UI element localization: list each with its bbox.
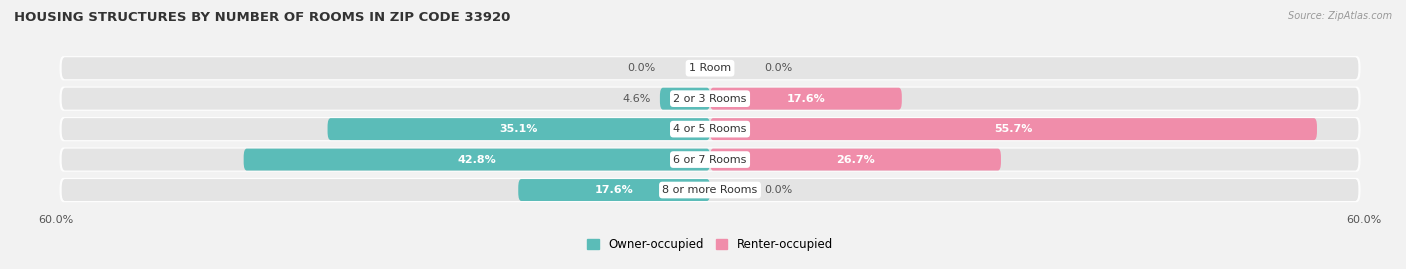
FancyBboxPatch shape: [710, 118, 1317, 140]
FancyBboxPatch shape: [59, 147, 1361, 172]
FancyBboxPatch shape: [243, 148, 710, 171]
FancyBboxPatch shape: [710, 148, 1001, 171]
Text: 42.8%: 42.8%: [457, 155, 496, 165]
FancyBboxPatch shape: [519, 179, 710, 201]
FancyBboxPatch shape: [659, 88, 710, 110]
FancyBboxPatch shape: [710, 88, 901, 110]
Text: 4 or 5 Rooms: 4 or 5 Rooms: [673, 124, 747, 134]
FancyBboxPatch shape: [328, 118, 710, 140]
Text: Source: ZipAtlas.com: Source: ZipAtlas.com: [1288, 11, 1392, 21]
Text: 4.6%: 4.6%: [623, 94, 651, 104]
Text: 17.6%: 17.6%: [786, 94, 825, 104]
FancyBboxPatch shape: [62, 88, 1358, 110]
Text: 0.0%: 0.0%: [627, 63, 655, 73]
Text: 1 Room: 1 Room: [689, 63, 731, 73]
Text: 35.1%: 35.1%: [499, 124, 538, 134]
Text: 8 or more Rooms: 8 or more Rooms: [662, 185, 758, 195]
Text: 26.7%: 26.7%: [837, 155, 875, 165]
FancyBboxPatch shape: [62, 57, 1358, 79]
Legend: Owner-occupied, Renter-occupied: Owner-occupied, Renter-occupied: [582, 233, 838, 256]
FancyBboxPatch shape: [59, 87, 1361, 111]
FancyBboxPatch shape: [62, 179, 1358, 201]
Text: 17.6%: 17.6%: [595, 185, 634, 195]
Text: 2 or 3 Rooms: 2 or 3 Rooms: [673, 94, 747, 104]
FancyBboxPatch shape: [59, 178, 1361, 202]
Text: HOUSING STRUCTURES BY NUMBER OF ROOMS IN ZIP CODE 33920: HOUSING STRUCTURES BY NUMBER OF ROOMS IN…: [14, 11, 510, 24]
FancyBboxPatch shape: [62, 148, 1358, 171]
FancyBboxPatch shape: [59, 56, 1361, 80]
Text: 6 or 7 Rooms: 6 or 7 Rooms: [673, 155, 747, 165]
Text: 55.7%: 55.7%: [994, 124, 1032, 134]
Text: 0.0%: 0.0%: [765, 185, 793, 195]
Text: 0.0%: 0.0%: [765, 63, 793, 73]
FancyBboxPatch shape: [59, 117, 1361, 141]
FancyBboxPatch shape: [62, 118, 1358, 140]
